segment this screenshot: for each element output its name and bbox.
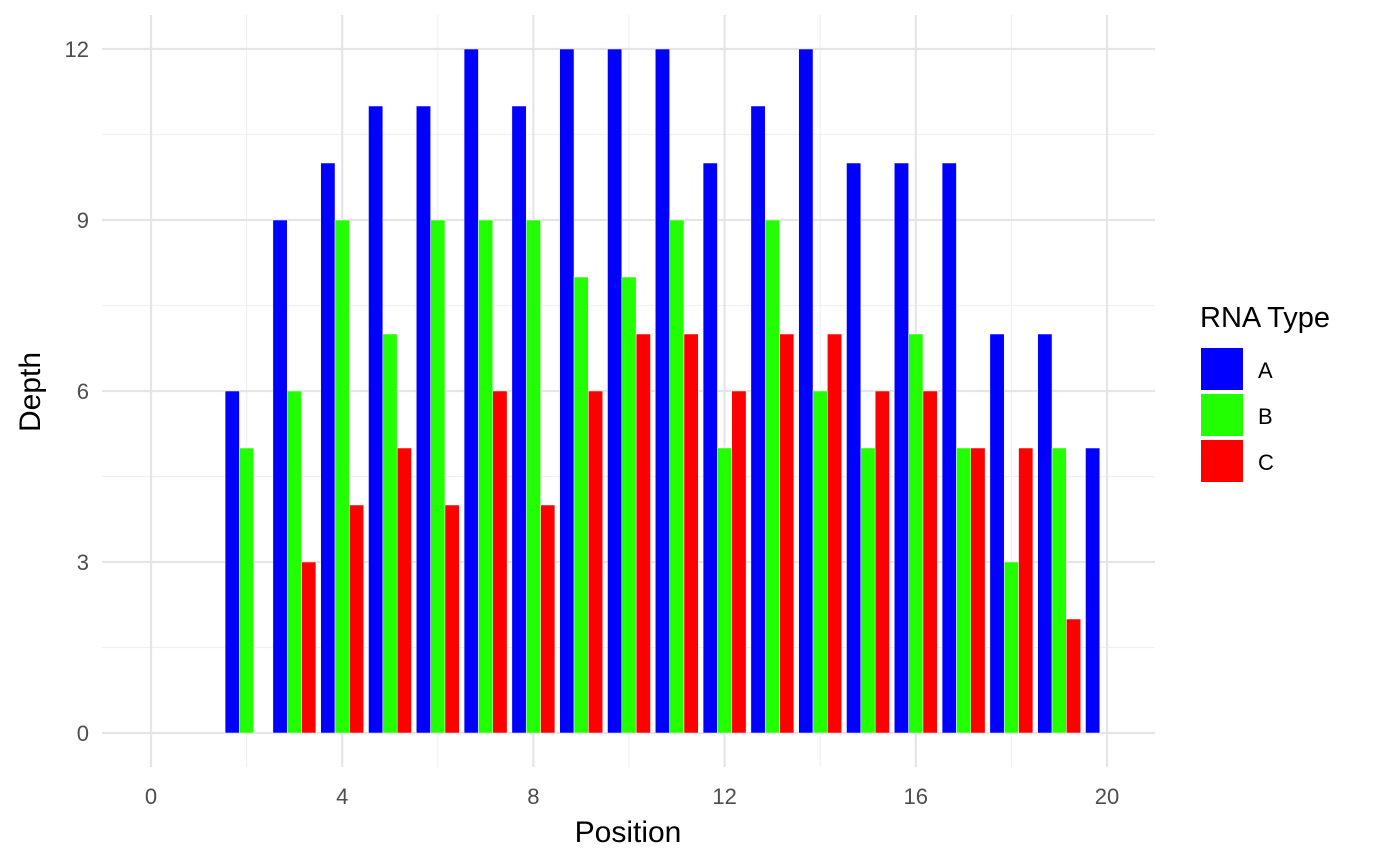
bar-A-pos-18 xyxy=(989,333,1005,734)
bar-C-pos-16 xyxy=(922,390,938,734)
legend-title: RNA Type xyxy=(1200,302,1330,334)
bar-C-pos-14 xyxy=(827,333,842,734)
bar-A-pos-5 xyxy=(368,105,384,734)
bar-A-pos-6 xyxy=(416,105,431,734)
bar-C-pos-3 xyxy=(301,561,317,734)
bar-B-pos-8 xyxy=(525,219,541,734)
bar-B-pos-12 xyxy=(717,447,733,734)
y-axis-ticks: 0 3 6 9 12 xyxy=(65,37,89,746)
bar-C-pos-13 xyxy=(779,333,795,734)
y-tick-label: 3 xyxy=(77,550,89,575)
bars xyxy=(224,48,1101,734)
bar-A-pos-20 xyxy=(1085,447,1101,734)
bar-B-pos-16 xyxy=(908,333,924,734)
bar-C-pos-12 xyxy=(731,390,747,734)
bar-B-pos-14 xyxy=(812,390,828,734)
bar-A-pos-7 xyxy=(463,48,479,734)
bar-C-pos-9 xyxy=(588,390,603,734)
legend-label-B: B xyxy=(1258,404,1273,429)
x-tick-label: 8 xyxy=(527,784,539,809)
legend-key-C xyxy=(1201,440,1243,482)
bar-B-pos-19 xyxy=(1051,447,1067,734)
legend-key-A xyxy=(1201,348,1243,390)
bar-A-pos-2 xyxy=(224,390,240,734)
y-tick-label: 0 xyxy=(77,721,89,746)
y-axis-title: Depth xyxy=(14,352,47,432)
bar-C-pos-6 xyxy=(444,504,460,734)
bar-C-pos-11 xyxy=(683,333,699,734)
bar-C-pos-19 xyxy=(1066,618,1081,734)
bar-A-pos-15 xyxy=(846,162,862,734)
bar-B-pos-2 xyxy=(239,447,255,734)
bar-A-pos-13 xyxy=(750,105,766,734)
legend-label-C: C xyxy=(1258,450,1274,475)
bar-A-pos-14 xyxy=(798,48,814,734)
bar-C-pos-4 xyxy=(349,504,364,734)
bar-C-pos-15 xyxy=(874,390,890,734)
x-tick-label: 12 xyxy=(712,784,736,809)
bar-B-pos-17 xyxy=(956,447,972,734)
bar-B-pos-13 xyxy=(764,219,780,734)
x-axis-ticks: 0 4 8 12 16 20 xyxy=(145,784,1119,809)
bar-A-pos-3 xyxy=(272,219,288,734)
legend-key-B xyxy=(1201,394,1243,436)
bar-A-pos-19 xyxy=(1037,333,1053,734)
bar-B-pos-11 xyxy=(669,219,685,734)
bar-A-pos-9 xyxy=(559,48,575,734)
x-tick-label: 20 xyxy=(1095,784,1119,809)
x-tick-label: 4 xyxy=(336,784,348,809)
bar-B-pos-6 xyxy=(430,219,446,734)
x-tick-label: 0 xyxy=(145,784,157,809)
bar-A-pos-11 xyxy=(655,48,670,734)
bar-C-pos-18 xyxy=(1018,447,1034,734)
bar-C-pos-5 xyxy=(396,447,412,734)
bar-B-pos-4 xyxy=(334,219,350,734)
bar-C-pos-8 xyxy=(540,504,556,734)
bar-B-pos-3 xyxy=(286,390,302,734)
bar-B-pos-10 xyxy=(621,276,637,734)
bar-A-pos-10 xyxy=(607,48,623,734)
bar-B-pos-9 xyxy=(573,276,589,734)
bar-B-pos-18 xyxy=(1003,561,1019,734)
y-tick-label: 12 xyxy=(65,37,89,62)
bar-B-pos-5 xyxy=(382,333,398,734)
bar-A-pos-12 xyxy=(702,162,718,734)
bar-C-pos-10 xyxy=(635,333,651,734)
bar-A-pos-8 xyxy=(511,105,527,734)
bar-C-pos-7 xyxy=(492,390,508,734)
legend-label-A: A xyxy=(1258,358,1273,383)
legend: RNA Type ABC xyxy=(1200,302,1330,482)
x-tick-label: 16 xyxy=(904,784,928,809)
y-tick-label: 9 xyxy=(77,208,89,233)
y-tick-label: 6 xyxy=(77,379,89,404)
x-axis-title: Position xyxy=(575,816,682,849)
bar-A-pos-16 xyxy=(894,162,909,734)
bar-B-pos-7 xyxy=(478,219,494,734)
bar-A-pos-17 xyxy=(941,162,957,734)
bar-A-pos-4 xyxy=(320,162,336,734)
bar-C-pos-17 xyxy=(970,447,986,734)
bar-B-pos-15 xyxy=(860,447,876,734)
